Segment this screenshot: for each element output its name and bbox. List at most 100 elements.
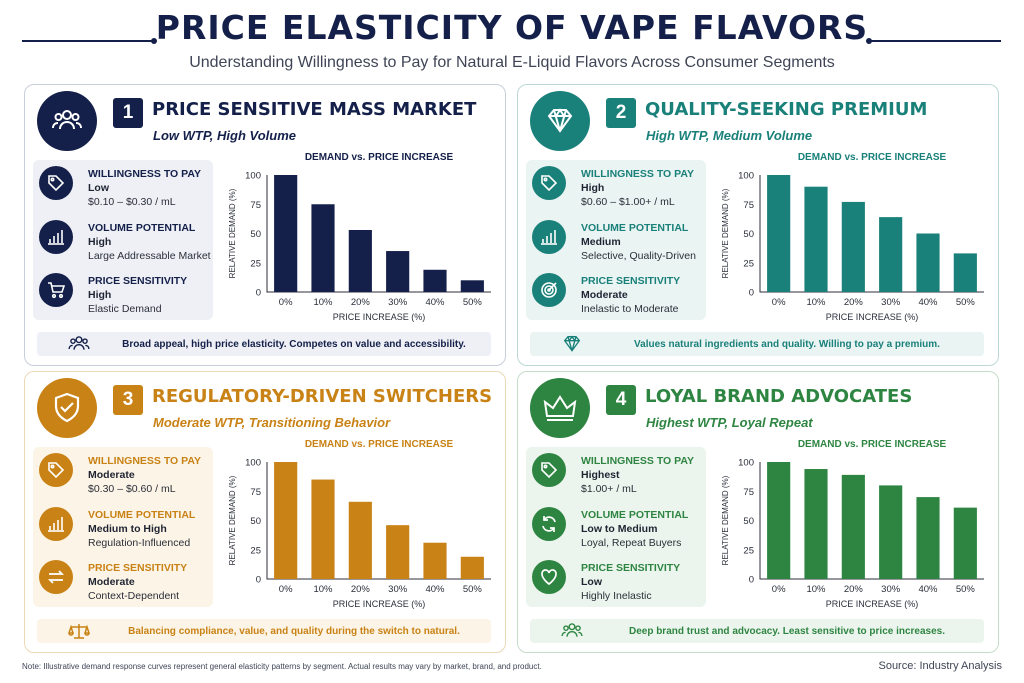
y-tick-label: 100 — [738, 458, 754, 469]
bar — [767, 462, 791, 579]
stat-value: High — [88, 289, 112, 301]
stat-description: Elastic Demand — [88, 303, 162, 315]
bar — [348, 501, 372, 579]
demand-chart-svg: DEMAND vs. PRICE INCREASE 0 25 50 75 100 0% 10%… — [721, 152, 984, 322]
stat-description: Highly Inelastic — [581, 590, 652, 602]
segment-stats: WILLINGNESS TO PAY Low $0.10 – $0.30 / m… — [33, 160, 213, 320]
x-tick-label: 20% — [351, 584, 371, 595]
users-icon — [67, 334, 91, 354]
y-tick-label: 0 — [256, 288, 261, 299]
bar-chart-icon — [39, 507, 73, 541]
x-tick-label: 0% — [279, 297, 293, 308]
bar — [460, 280, 484, 292]
crown-icon — [530, 378, 590, 438]
x-tick-label: 0% — [772, 297, 786, 308]
banner-text: Values natural ingredients and quality. … — [634, 338, 940, 350]
bar — [274, 462, 298, 579]
tag-icon — [39, 166, 73, 200]
stat-value: Medium to High — [88, 523, 167, 535]
stat-value: High — [581, 182, 605, 194]
shield-check-icon — [37, 378, 97, 438]
bar — [386, 251, 410, 292]
stat-label: WILLINGNESS TO PAY — [581, 168, 694, 180]
x-tick-label: 30% — [388, 297, 408, 308]
stat-label: PRICE SENSITIVITY — [88, 275, 188, 287]
cart-icon — [39, 273, 73, 307]
y-tick-label: 75 — [250, 200, 261, 211]
footer-source: Source: Industry Analysis — [878, 660, 1002, 672]
stat-label: VOLUME POTENTIAL — [581, 509, 689, 521]
title-rule-right — [866, 38, 1001, 44]
target-icon — [532, 273, 566, 307]
banner-text: Balancing compliance, value, and quality… — [128, 625, 460, 637]
stat-label: WILLINGNESS TO PAY — [88, 455, 201, 467]
stat-value: Moderate — [88, 576, 135, 588]
tag-icon — [532, 166, 566, 200]
refresh-icon — [532, 507, 566, 541]
bar — [804, 186, 828, 292]
stat-value: Moderate — [581, 289, 628, 301]
x-tick-label: 20% — [844, 584, 864, 595]
tag-icon — [39, 453, 73, 487]
y-tick-label: 75 — [250, 487, 261, 498]
stat-label: WILLINGNESS TO PAY — [88, 168, 201, 180]
demand-chart: DEMAND vs. PRICE INCREASE 0 25 50 75 100 0% 10%… — [716, 434, 991, 619]
bar — [767, 175, 791, 292]
y-tick-label: 25 — [250, 545, 261, 556]
bar — [460, 556, 484, 579]
stat-value: High — [88, 236, 112, 248]
segment-stats: WILLINGNESS TO PAY High $0.60 – $1.00+ /… — [526, 160, 706, 320]
bar — [348, 229, 372, 292]
segment-panel-2: 2 QUALITY-SEEKING PREMIUM High WTP, Medi… — [517, 84, 999, 366]
diamond-icon — [560, 334, 584, 354]
chart-title: DEMAND vs. PRICE INCREASE — [305, 439, 454, 450]
bar — [274, 175, 298, 292]
y-tick-label: 25 — [743, 545, 754, 556]
bar — [423, 269, 447, 292]
stat-value: Low — [581, 576, 602, 588]
segment-title: PRICE SENSITIVE MASS MARKET — [152, 99, 477, 120]
bar-chart-icon — [532, 220, 566, 254]
segment-stats: WILLINGNESS TO PAY Moderate $0.30 – $0.6… — [33, 447, 213, 607]
x-tick-label: 40% — [918, 584, 938, 595]
bar — [311, 204, 335, 292]
x-tick-label: 40% — [425, 297, 445, 308]
x-tick-label: 50% — [956, 584, 976, 595]
bar — [386, 525, 410, 579]
demand-chart-svg: DEMAND vs. PRICE INCREASE 0 25 50 75 100 0% 10%… — [228, 439, 491, 609]
x-tick-label: 10% — [313, 297, 333, 308]
stat-description: $1.00+ / mL — [581, 483, 637, 495]
x-tick-label: 40% — [918, 297, 938, 308]
y-tick-label: 100 — [245, 171, 261, 182]
demand-chart: DEMAND vs. PRICE INCREASE 0 25 50 75 100 0% 10%… — [223, 147, 498, 332]
chart-axes — [266, 175, 491, 293]
chart-title: DEMAND vs. PRICE INCREASE — [798, 152, 947, 163]
demand-chart: DEMAND vs. PRICE INCREASE 0 25 50 75 100 0% 10%… — [716, 147, 991, 332]
segment-subtitle: Highest WTP, Loyal Repeat — [646, 415, 813, 430]
stat-label: VOLUME POTENTIAL — [88, 509, 196, 521]
demand-chart: DEMAND vs. PRICE INCREASE 0 25 50 75 100 0% 10%… — [223, 434, 498, 619]
x-axis-label: PRICE INCREASE (%) — [826, 599, 919, 609]
users-icon — [560, 621, 584, 641]
bar-chart-icon — [39, 220, 73, 254]
bar — [953, 253, 977, 292]
x-tick-label: 10% — [313, 584, 333, 595]
segment-banner: Broad appeal, high price elasticity. Com… — [37, 332, 491, 356]
x-axis-label: PRICE INCREASE (%) — [333, 312, 426, 322]
y-axis-label: RELATIVE DEMAND (%) — [721, 188, 730, 278]
stat-label: PRICE SENSITIVITY — [88, 562, 188, 574]
y-axis-label: RELATIVE DEMAND (%) — [721, 475, 730, 565]
y-tick-label: 100 — [245, 458, 261, 469]
stat-label: PRICE SENSITIVITY — [581, 275, 681, 287]
bar — [804, 469, 828, 579]
heart-icon — [532, 560, 566, 594]
x-axis-label: PRICE INCREASE (%) — [333, 599, 426, 609]
stat-value: Low to Medium — [581, 523, 658, 535]
x-tick-label: 0% — [772, 584, 786, 595]
stat-description: Inelastic to Moderate — [581, 303, 679, 315]
segment-banner: Balancing compliance, value, and quality… — [37, 619, 491, 643]
footer-note: Note: Illustrative demand response curve… — [22, 662, 542, 671]
y-tick-label: 25 — [743, 258, 754, 269]
swap-arrows-icon — [39, 560, 73, 594]
y-axis-label: RELATIVE DEMAND (%) — [228, 475, 237, 565]
